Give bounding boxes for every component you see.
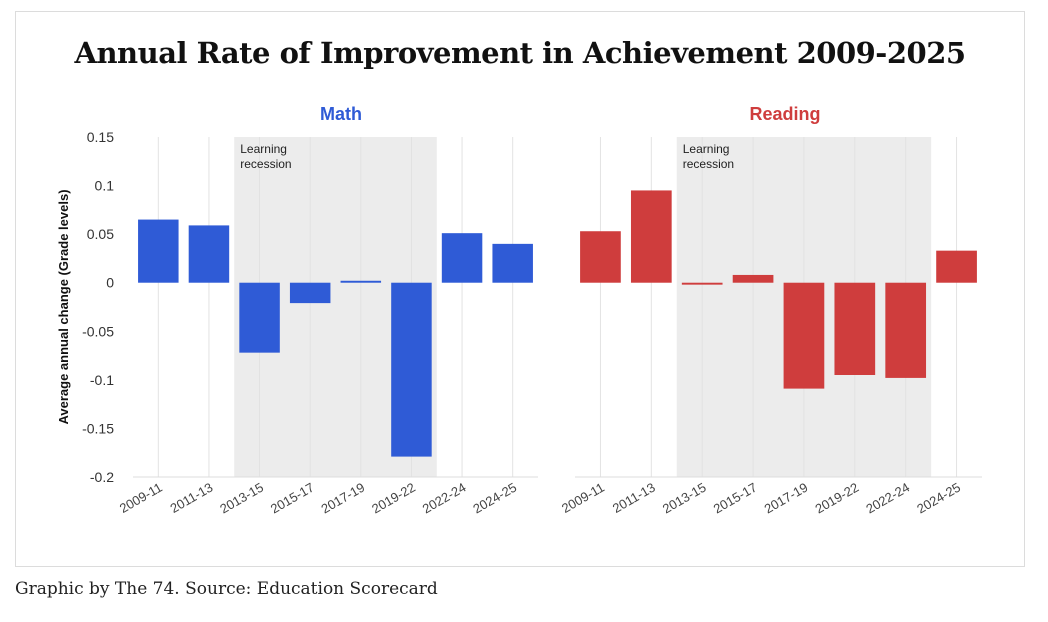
- shaded-region-label: Learning: [683, 142, 730, 156]
- x-tick-label: 2011-13: [167, 480, 215, 516]
- bar: [580, 231, 621, 283]
- y-axis-label: Average annual change (Grade levels): [56, 189, 71, 424]
- bar: [340, 280, 382, 283]
- bar: [188, 225, 230, 283]
- y-tick-label: 0.15: [87, 129, 114, 145]
- bar: [936, 250, 977, 283]
- chart-title: Annual Rate of Improvement in Achievemen…: [74, 36, 966, 70]
- x-tick-label: 2009-11: [117, 480, 165, 516]
- y-tick-label: -0.1: [90, 372, 114, 388]
- bar: [289, 282, 331, 304]
- bar: [239, 282, 280, 353]
- bar: [441, 233, 483, 283]
- x-tick-label: 2019-22: [369, 480, 418, 517]
- shaded-region-label: recession: [683, 157, 734, 171]
- bar: [732, 274, 774, 283]
- bar: [138, 219, 179, 283]
- x-tick-label: 2013-15: [660, 480, 709, 517]
- x-tick-label: 2024-25: [470, 480, 519, 517]
- shaded-region-label: Learning: [240, 142, 287, 156]
- shaded-region-label: recession: [240, 157, 291, 171]
- x-tick-label: 2011-13: [610, 480, 658, 516]
- x-tick-label: 2024-25: [914, 480, 963, 517]
- y-tick-label: 0.05: [87, 226, 114, 242]
- x-tick-label: 2022-24: [863, 480, 912, 517]
- x-tick-label: 2013-15: [217, 480, 266, 517]
- x-tick-label: 2009-11: [559, 480, 607, 516]
- y-tick-label: 0.1: [95, 178, 115, 194]
- x-tick-label: 2022-24: [420, 480, 469, 517]
- x-tick-label: 2017-19: [318, 480, 367, 517]
- y-tick-label: 0: [106, 275, 114, 291]
- bar: [391, 282, 432, 457]
- bar: [681, 282, 723, 285]
- y-tick-label: -0.2: [90, 469, 114, 485]
- y-tick-label: -0.15: [82, 420, 114, 436]
- x-tick-label: 2019-22: [812, 480, 861, 517]
- x-tick-label: 2015-17: [711, 480, 760, 517]
- bar: [834, 282, 876, 375]
- panel-title: Math: [320, 104, 362, 124]
- x-tick-label: 2017-19: [762, 480, 811, 517]
- y-tick-label: -0.05: [82, 323, 114, 339]
- bar: [630, 190, 672, 283]
- panel-title: Reading: [749, 104, 820, 124]
- bar: [783, 282, 825, 389]
- x-tick-label: 2015-17: [268, 480, 317, 517]
- bar: [885, 282, 927, 378]
- bar: [492, 243, 533, 283]
- source-caption: Graphic by The 74. Source: Education Sco…: [15, 579, 438, 599]
